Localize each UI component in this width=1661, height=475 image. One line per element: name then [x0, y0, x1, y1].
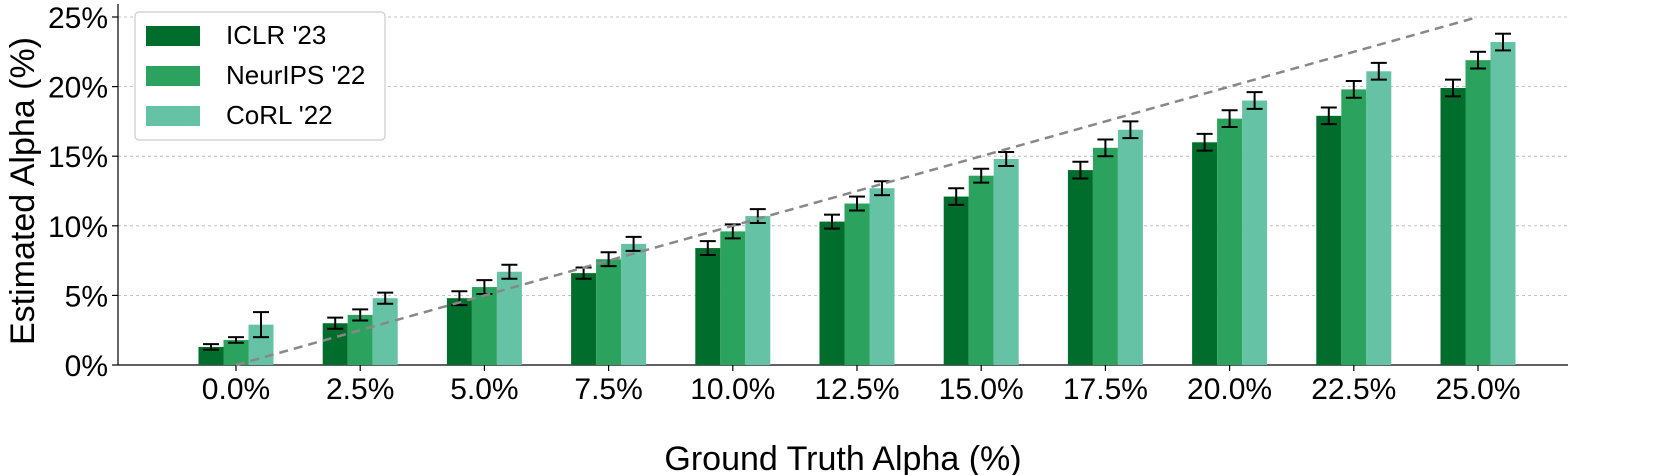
bar [1341, 89, 1367, 365]
bar [993, 158, 1019, 365]
bar [571, 273, 597, 365]
legend-swatch [146, 66, 200, 86]
bar [1316, 115, 1342, 365]
bar [1192, 142, 1218, 365]
legend-swatch [146, 26, 200, 46]
y-tick-label: 25% [48, 2, 108, 35]
x-tick-label: 2.5% [326, 373, 394, 406]
bar [819, 221, 845, 365]
x-tick-label: 10.0% [690, 373, 775, 406]
bar [695, 248, 721, 365]
legend-label: ICLR '23 [226, 20, 326, 50]
bar [372, 298, 398, 365]
bar [198, 346, 224, 365]
bar [1092, 147, 1118, 365]
bar [223, 339, 249, 365]
bar [471, 287, 497, 365]
legend-label: NeurIPS '22 [226, 60, 365, 90]
x-tick-label: 15.0% [939, 373, 1024, 406]
bar [720, 231, 746, 365]
y-tick-label: 5% [65, 280, 108, 313]
bar [596, 259, 622, 365]
x-tick-label: 0.0% [202, 373, 270, 406]
bar [1242, 100, 1268, 366]
legend: ICLR '23 NeurIPS '22 CoRL '22 [134, 11, 386, 141]
bar [446, 298, 472, 365]
y-axis-label: Estimated Alpha (%) [4, 37, 42, 345]
legend-swatch [146, 106, 200, 126]
bar [1117, 129, 1143, 365]
reference-line [235, 15, 1479, 367]
y-tick-label: 0% [65, 350, 108, 383]
legend-label: CoRL '22 [226, 100, 333, 130]
bar [1465, 60, 1491, 365]
x-tick-label: 20.0% [1187, 373, 1272, 406]
bar [968, 175, 994, 365]
bar [1440, 87, 1466, 365]
x-tick-label: 12.5% [814, 373, 899, 406]
x-tick-label: 17.5% [1063, 373, 1148, 406]
bar [1490, 42, 1516, 365]
bar [943, 196, 969, 365]
bar [1217, 118, 1243, 365]
bar [621, 243, 647, 365]
bar [1067, 170, 1093, 365]
x-tick-label: 25.0% [1435, 373, 1520, 406]
x-tick-label: 7.5% [574, 373, 642, 406]
bar [347, 314, 373, 365]
x-tick-label: 22.5% [1311, 373, 1396, 406]
y-tick-label: 20% [48, 72, 108, 105]
x-axis-label: Ground Truth Alpha (%) [664, 440, 1021, 475]
y-tick-label: 15% [48, 141, 108, 174]
bar [1366, 71, 1392, 366]
y-tick-label: 10% [48, 211, 108, 244]
bar [844, 203, 870, 365]
bar [322, 323, 348, 365]
bar [869, 188, 895, 365]
bar [745, 216, 771, 365]
x-tick-label: 5.0% [450, 373, 518, 406]
